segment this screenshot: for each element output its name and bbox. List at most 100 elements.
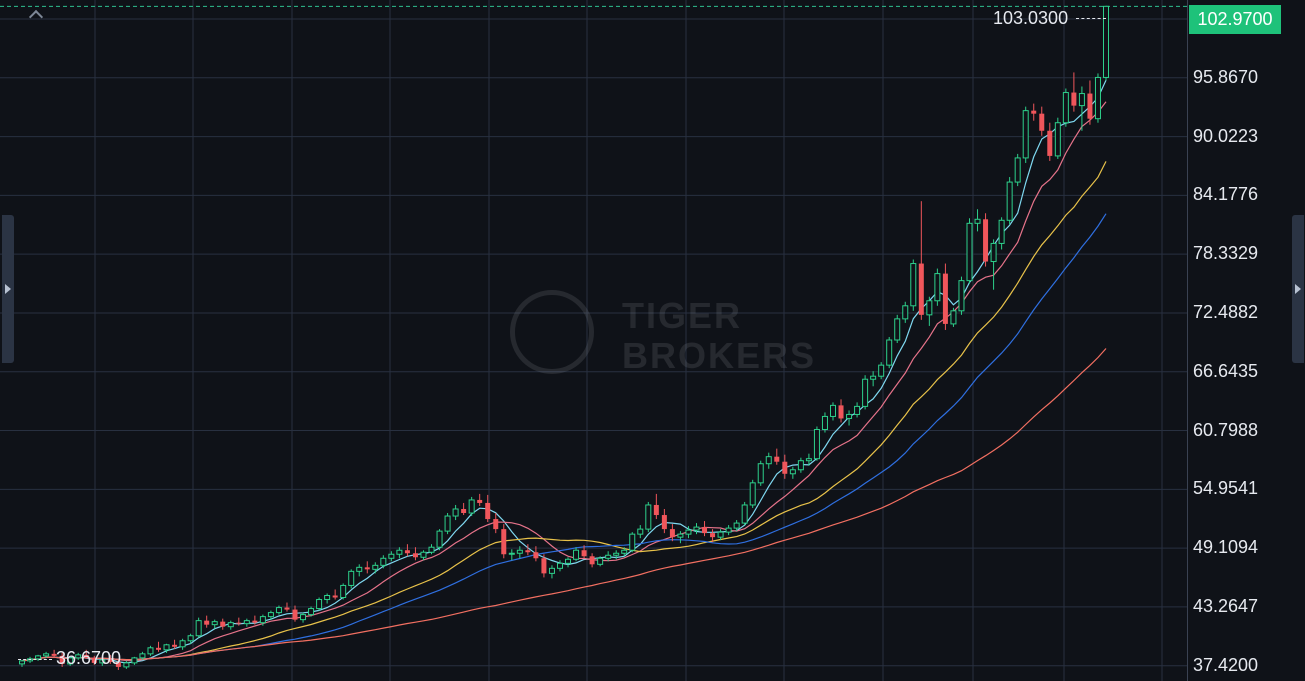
price-tick-label: 90.0223 [1193, 125, 1259, 146]
candle-body-down [115, 661, 121, 667]
candle-body-up [324, 594, 331, 601]
candle [300, 612, 307, 623]
candle [629, 532, 636, 553]
candle [958, 276, 965, 315]
candle [485, 494, 491, 523]
candle [573, 547, 580, 562]
candle [838, 399, 844, 423]
candle-body-up [894, 318, 901, 341]
right-panel-toggle[interactable] [1292, 215, 1304, 363]
candle [637, 525, 644, 539]
candle [597, 556, 604, 567]
candle [107, 654, 113, 664]
watermark-line2: BROKERS [622, 335, 817, 376]
candle-body-up [789, 469, 796, 475]
candle [710, 529, 716, 543]
expand-right-icon [1295, 284, 1301, 294]
candle [75, 652, 82, 660]
candle [990, 239, 997, 290]
candle-body-down [156, 647, 162, 650]
ma-line-5 [21, 80, 1107, 664]
candle [516, 546, 523, 559]
candle-body-down [332, 595, 338, 598]
candle [998, 217, 1005, 250]
candle-body-down [1071, 92, 1077, 106]
left-panel-toggle[interactable] [2, 215, 14, 363]
candle [846, 410, 853, 426]
candle-body-up [396, 549, 403, 555]
candle [926, 296, 933, 326]
candle-body-up [565, 558, 572, 564]
candle-body-up [1094, 76, 1101, 120]
candle-body-up [516, 549, 523, 554]
candle-body-up [998, 219, 1005, 244]
candle-body-up [797, 460, 804, 471]
candle-body-up [1078, 93, 1085, 107]
candle-body-up [910, 263, 917, 307]
candle [613, 550, 620, 560]
candle [797, 457, 804, 473]
candle [829, 402, 836, 421]
candle [565, 557, 572, 568]
candle-body-up [1103, 5, 1109, 78]
candle [870, 371, 877, 387]
candle [284, 602, 290, 612]
candle-body-up [613, 552, 620, 556]
candle-body-up [356, 566, 363, 572]
candle [428, 544, 435, 555]
candle [493, 513, 499, 534]
watermark-line1: TIGER [622, 295, 743, 336]
candle-body-down [653, 504, 659, 516]
candle-body-down [461, 508, 467, 514]
current-price-badge: 102.9700 [1189, 5, 1281, 34]
candle [259, 614, 266, 626]
candle-body-up [1054, 122, 1061, 157]
candle-body-up [677, 533, 684, 538]
candle [581, 545, 587, 559]
candle-body-down [838, 405, 844, 419]
price-tick-label: 49.1094 [1193, 537, 1259, 558]
candle-body-up [990, 242, 997, 263]
candle [444, 513, 451, 535]
candle [452, 504, 459, 521]
candle-body-up [444, 515, 451, 532]
candle-body-up [259, 616, 266, 624]
candle-body-up [163, 644, 170, 651]
candle [501, 524, 507, 559]
candle [396, 547, 403, 559]
candle-body-up [243, 620, 250, 625]
candle [894, 314, 901, 344]
candle [789, 466, 796, 479]
price-tick-label: 66.6435 [1193, 360, 1259, 381]
candle [757, 460, 764, 486]
candle-body-up [685, 529, 692, 535]
candle-body-up [308, 608, 315, 616]
candle [388, 551, 395, 562]
candle [404, 544, 410, 557]
candle-body-down [1039, 113, 1045, 131]
candle-body-up [605, 554, 612, 559]
price-tick-label: 95.8670 [1193, 66, 1259, 87]
candle [548, 565, 555, 579]
candle-body-up [902, 305, 909, 320]
candle [236, 617, 242, 626]
candle [372, 562, 379, 574]
candle [918, 201, 924, 320]
max-price-label: 103.0300 [993, 8, 1069, 28]
candle-body-up [597, 557, 604, 565]
candle [1062, 88, 1069, 127]
candle [147, 645, 154, 656]
candle [364, 561, 370, 574]
candle-body-up [67, 657, 74, 665]
candle-body-up [316, 599, 323, 610]
candle-body-down [541, 558, 547, 574]
candle [621, 547, 628, 557]
candle-body-up [741, 504, 748, 524]
candle [220, 618, 226, 630]
candle-body-down [1031, 110, 1037, 114]
candle-body-up [693, 526, 700, 531]
candle [733, 520, 740, 532]
price-tick-label: 78.3329 [1193, 243, 1259, 264]
candle [139, 651, 146, 660]
